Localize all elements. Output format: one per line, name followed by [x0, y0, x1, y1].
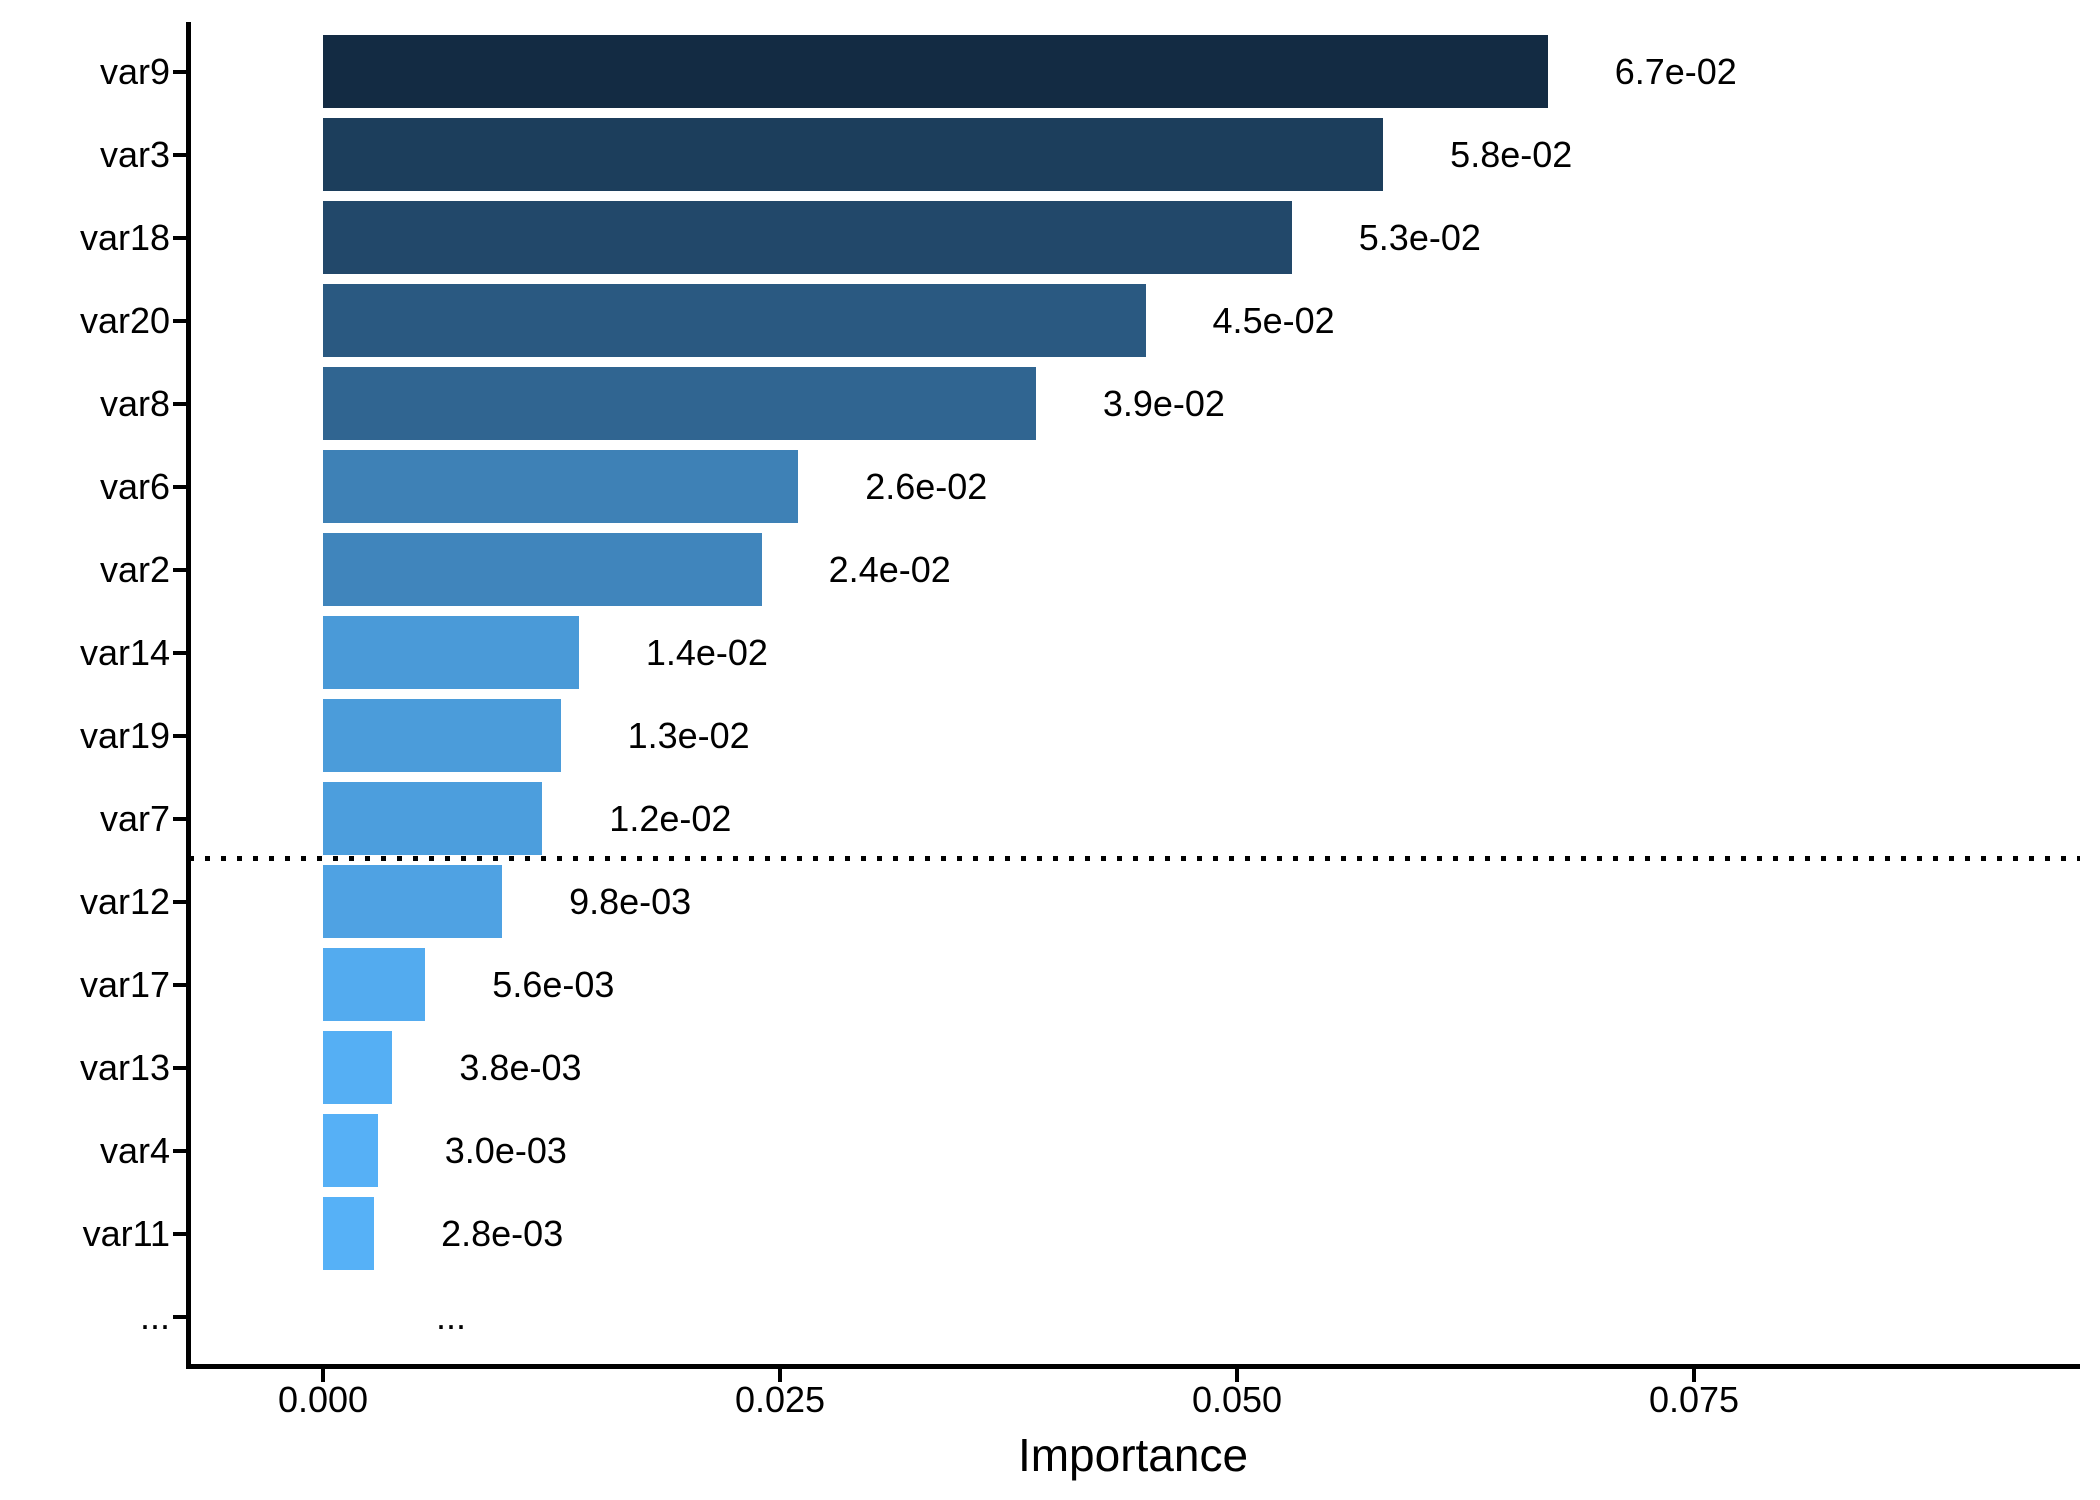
y-axis-tick-var14 [173, 650, 186, 655]
bar-value-label: 2.6e-02 [865, 465, 988, 507]
x-tick-label-0.075: 0.075 [1648, 1379, 1740, 1420]
y-axis-tick-var18 [173, 235, 186, 240]
y-tick-label-var4: var4 [99, 1129, 170, 1171]
bar-value-label: 5.3e-02 [1358, 216, 1481, 258]
y-axis-tick-var20 [173, 318, 186, 323]
y-axis-tick-var19 [173, 733, 186, 738]
x-axis-tick-0.025 [778, 1369, 782, 1382]
y-axis-line [186, 22, 191, 1369]
bar-var3 [323, 118, 1383, 191]
y-tick-label-var18: var18 [79, 216, 170, 258]
bar-value-label: 2.8e-03 [441, 1212, 564, 1254]
y-tick-label-var2: var2 [99, 548, 170, 590]
bar-value-label: 6.7e-02 [1614, 50, 1737, 92]
bar-var6 [323, 450, 798, 523]
bar-value-label: 9.8e-03 [569, 880, 692, 922]
y-tick-label-var3: var3 [99, 133, 170, 175]
bar-value-label: 2.4e-02 [828, 548, 951, 590]
y-axis-tick-... [173, 1314, 186, 1319]
bar-value-label: 3.8e-03 [459, 1046, 582, 1088]
bar-value-label: 1.3e-02 [627, 714, 750, 756]
bar-value-label: 3.0e-03 [444, 1129, 567, 1171]
y-axis-tick-var9 [173, 69, 186, 74]
y-tick-label-var13: var13 [79, 1046, 170, 1088]
bar-value-label: 5.8e-02 [1450, 133, 1573, 175]
y-axis-tick-var4 [173, 1148, 186, 1153]
x-axis-tick-0.000 [321, 1369, 325, 1382]
x-axis-line [186, 1364, 2080, 1369]
y-tick-label-...: ... [139, 1295, 170, 1337]
y-axis-tick-var3 [173, 152, 186, 157]
y-axis-tick-var12 [173, 899, 186, 904]
x-tick-label-0.050: 0.050 [1191, 1379, 1283, 1420]
bar-var4 [323, 1114, 378, 1187]
bar-var19 [323, 699, 561, 772]
y-tick-label-var17: var17 [79, 963, 170, 1005]
x-axis-tick-0.075 [1692, 1369, 1696, 1382]
y-tick-label-var8: var8 [99, 382, 170, 424]
bar-value-label: 1.4e-02 [645, 631, 768, 673]
x-axis-tick-0.050 [1235, 1369, 1239, 1382]
bar-var7 [323, 782, 542, 855]
y-axis-tick-var6 [173, 484, 186, 489]
bar-var20 [323, 284, 1146, 357]
bar-var8 [323, 367, 1036, 440]
x-tick-label-0.025: 0.025 [734, 1379, 826, 1420]
bar-value-label: 3.9e-02 [1102, 382, 1225, 424]
y-tick-label-var14: var14 [79, 631, 170, 673]
y-tick-label-var12: var12 [79, 880, 170, 922]
bar-var17 [323, 948, 425, 1021]
y-tick-label-var20: var20 [79, 299, 170, 341]
bar-value-label: 1.2e-02 [609, 797, 732, 839]
bar-var2 [323, 533, 762, 606]
y-tick-label-var9: var9 [99, 50, 170, 92]
x-tick-label-0.000: 0.000 [277, 1379, 369, 1420]
y-axis-tick-var17 [173, 982, 186, 987]
bar-var14 [323, 616, 579, 689]
bar-var9 [323, 35, 1548, 108]
bar-value-label: 4.5e-02 [1212, 299, 1335, 341]
y-axis-tick-var13 [173, 1065, 186, 1070]
bar-var11 [323, 1197, 374, 1270]
y-axis-tick-var11 [173, 1231, 186, 1236]
threshold-dotted-line [189, 856, 2080, 861]
y-axis-tick-var8 [173, 401, 186, 406]
x-axis-title: Importance [1017, 1429, 1249, 1481]
bar-value-label: ... [435, 1295, 467, 1337]
y-axis-tick-var2 [173, 567, 186, 572]
bar-var18 [323, 201, 1292, 274]
bar-value-label: 5.6e-03 [492, 963, 615, 1005]
bar-var13 [323, 1031, 392, 1104]
bar-var12 [323, 865, 502, 938]
y-tick-label-var19: var19 [79, 714, 170, 756]
y-axis-tick-var7 [173, 816, 186, 821]
y-tick-label-var7: var7 [99, 797, 170, 839]
y-tick-label-var6: var6 [99, 465, 170, 507]
y-tick-label-var11: var11 [82, 1212, 170, 1254]
